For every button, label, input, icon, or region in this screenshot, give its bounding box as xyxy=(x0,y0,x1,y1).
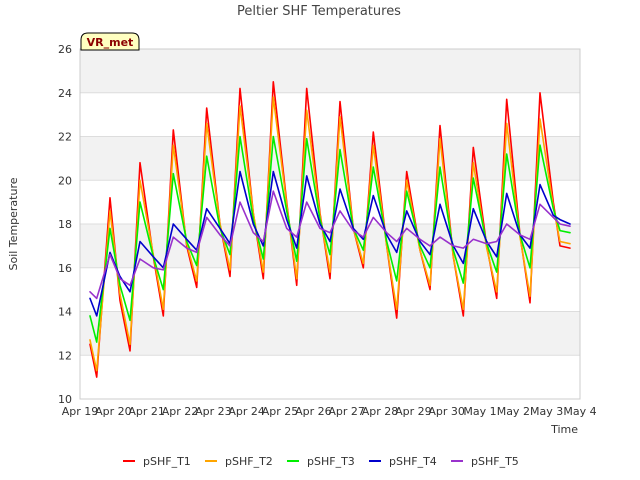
plot-band xyxy=(80,311,580,356)
plot-band xyxy=(80,180,580,224)
y-tick-label: 24 xyxy=(58,87,72,100)
x-tick-label: Apr 27 xyxy=(328,405,365,418)
x-tick-label: Apr 21 xyxy=(128,405,165,418)
y-tick-label: 20 xyxy=(58,174,72,187)
y-tick-label: 14 xyxy=(58,306,72,319)
annotation-text: VR_met xyxy=(87,36,134,49)
plot-band xyxy=(80,136,580,181)
x-tick-label: May 3 xyxy=(530,405,563,418)
x-axis-label: Time xyxy=(550,423,578,436)
y-tick-label: 12 xyxy=(58,349,72,362)
x-tick-label: Apr 29 xyxy=(395,405,432,418)
plot-area xyxy=(79,48,581,400)
annotation-badge: VR_met xyxy=(80,32,140,51)
plot-frame xyxy=(79,48,581,400)
plot-band xyxy=(80,92,580,137)
y-tick-label: 18 xyxy=(58,218,72,231)
x-tick-label: Apr 19 xyxy=(62,405,99,418)
x-tick-label: Apr 22 xyxy=(162,405,199,418)
y-tick-label: 22 xyxy=(58,131,72,144)
x-tick-label: Apr 23 xyxy=(195,405,232,418)
x-tick-label: Apr 30 xyxy=(428,405,465,418)
legend-label: pSHF_T4 xyxy=(389,455,437,468)
x-tick-label: May 2 xyxy=(497,405,530,418)
chart-title: Peltier SHF Temperatures xyxy=(237,4,401,19)
x-tick-label: May 4 xyxy=(563,405,596,418)
legend-label: pSHF_T2 xyxy=(225,455,273,468)
x-tick-label: Apr 26 xyxy=(295,405,332,418)
y-tick-label: 26 xyxy=(58,43,72,56)
x-tick-label: Apr 28 xyxy=(362,405,399,418)
y-tick-label: 16 xyxy=(58,262,72,275)
legend-label: pSHF_T1 xyxy=(143,455,191,468)
plot-band xyxy=(80,355,580,399)
legend: pSHF_T1 pSHF_T2 pSHF_T3 pSHF_T4 pSHF_T5 xyxy=(123,455,519,468)
x-tick-label: Apr 25 xyxy=(262,405,299,418)
series-line-pSHF_T4 xyxy=(89,170,571,317)
x-tick-label: Apr 24 xyxy=(228,405,265,418)
x-tick-label: May 1 xyxy=(463,405,496,418)
x-tick-label: Apr 20 xyxy=(95,405,132,418)
series-line-pSHF_T5 xyxy=(89,190,571,300)
legend-label: pSHF_T3 xyxy=(307,455,355,468)
y-axis-label: Soil Temperature xyxy=(7,177,20,270)
plot-band xyxy=(80,49,580,93)
y-tick-label: 10 xyxy=(58,393,72,406)
legend-label: pSHF_T5 xyxy=(471,455,519,468)
